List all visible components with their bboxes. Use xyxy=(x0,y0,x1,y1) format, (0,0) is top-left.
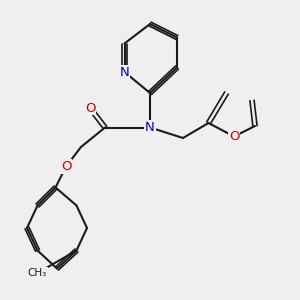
Text: O: O xyxy=(229,130,239,143)
Text: CH₃: CH₃ xyxy=(28,268,47,278)
Text: N: N xyxy=(145,121,155,134)
Text: N: N xyxy=(120,65,129,79)
Text: O: O xyxy=(61,160,71,173)
Text: O: O xyxy=(85,101,95,115)
